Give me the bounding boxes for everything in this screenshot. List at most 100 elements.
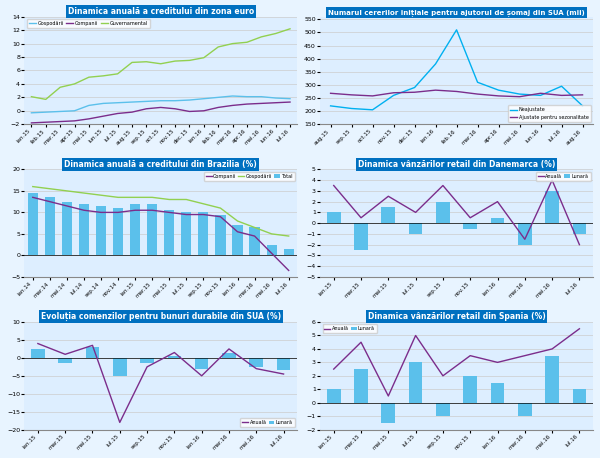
Gospodării xyxy=(100,101,107,106)
Anuală xyxy=(412,210,419,215)
Companii xyxy=(29,195,37,200)
Companii xyxy=(28,120,35,125)
Companii xyxy=(128,109,136,115)
Ajustate pentru sezonalitate xyxy=(348,92,355,98)
Companii xyxy=(285,267,292,273)
Bar xyxy=(463,376,477,403)
Gospodării xyxy=(149,195,156,200)
Legend: Anuală, Lunară: Anuală, Lunară xyxy=(323,324,377,333)
Companii xyxy=(143,106,150,112)
Gospodării xyxy=(244,94,251,99)
Gospodării xyxy=(97,192,104,198)
Gospodării xyxy=(128,99,136,105)
Companii xyxy=(63,203,70,209)
Line: Gospodării: Gospodării xyxy=(31,96,290,113)
Gospodării xyxy=(85,103,92,108)
Ajustate pentru sezonalitate xyxy=(453,89,460,94)
Bar xyxy=(86,347,100,358)
Companii xyxy=(71,118,78,124)
Anuală xyxy=(62,352,69,357)
Companii xyxy=(56,119,64,124)
Title: Dinamica anuală a creditului din Brazilia (%): Dinamica anuală a creditului din Brazili… xyxy=(64,159,257,169)
Title: Dinamica vânzărilor retail din Spania (%): Dinamica vânzărilor retail din Spania (%… xyxy=(368,312,545,321)
Neajustate xyxy=(327,103,334,109)
Ajustate pentru sezonalitate xyxy=(327,91,334,96)
Guvernamental xyxy=(200,55,208,60)
Bar xyxy=(62,202,72,256)
Legend: Neajustate, Ajustate pentru sezonalitate: Neajustate, Ajustate pentru sezonalitate xyxy=(508,105,590,122)
Bar xyxy=(572,389,586,403)
Gospodării xyxy=(200,201,207,207)
Bar xyxy=(284,249,294,256)
Anuală xyxy=(226,346,233,352)
Gospodării xyxy=(114,100,121,105)
Gospodării xyxy=(80,190,88,196)
Gospodării xyxy=(28,110,35,115)
Bar xyxy=(491,218,505,223)
Neajustate xyxy=(516,91,523,97)
Companii xyxy=(257,101,265,106)
Bar xyxy=(113,208,123,256)
Ajustate pentru sezonalitate xyxy=(495,93,502,98)
Legend: Gospodării, Companii, Guvernamental: Gospodării, Companii, Guvernamental xyxy=(26,19,149,28)
Anuală xyxy=(494,199,501,204)
Legend: Anuală, Lunară: Anuală, Lunară xyxy=(241,418,295,427)
Bar xyxy=(436,403,450,416)
Companii xyxy=(200,212,207,217)
Anuală xyxy=(89,343,96,348)
Gospodării xyxy=(257,94,265,99)
Neajustate xyxy=(537,93,544,98)
Gospodării xyxy=(71,108,78,114)
Gospodării xyxy=(183,197,190,202)
Anuală xyxy=(521,353,529,359)
Ajustate pentru sezonalitate xyxy=(537,91,544,96)
Companii xyxy=(244,101,251,107)
Guvernamental xyxy=(286,26,293,32)
Bar xyxy=(572,223,586,234)
Neajustate xyxy=(579,103,586,109)
Bar xyxy=(409,223,422,234)
Anuală xyxy=(576,242,583,247)
Companii xyxy=(157,105,164,110)
Anuală xyxy=(385,393,392,399)
Bar xyxy=(79,204,89,256)
Companii xyxy=(172,106,179,112)
Bar xyxy=(181,213,191,256)
Guvernamental xyxy=(215,44,222,50)
Anuală xyxy=(521,236,529,242)
Anuală xyxy=(412,333,419,338)
Guvernamental xyxy=(143,59,150,65)
Gospodării xyxy=(285,233,292,239)
Anuală xyxy=(171,350,178,355)
Anuală xyxy=(330,366,337,372)
Gospodării xyxy=(46,186,53,191)
Gospodării xyxy=(251,225,258,230)
Gospodării xyxy=(131,195,139,200)
Line: Ajustate pentru sezonalitate: Ajustate pentru sezonalitate xyxy=(331,90,583,97)
Companii xyxy=(46,199,53,204)
Bar xyxy=(45,197,55,256)
Companii xyxy=(115,210,122,215)
Ajustate pentru sezonalitate xyxy=(558,93,565,98)
Gospodării xyxy=(56,109,64,114)
Bar xyxy=(147,204,157,256)
Bar xyxy=(232,225,242,256)
Anuală xyxy=(143,364,151,370)
Companii xyxy=(251,233,258,239)
Guvernamental xyxy=(28,94,35,99)
Companii xyxy=(229,103,236,108)
Anuală xyxy=(439,183,446,188)
Guvernamental xyxy=(229,41,236,46)
Anuală xyxy=(330,183,337,188)
Bar xyxy=(545,356,559,403)
Anuală xyxy=(280,371,287,377)
Bar xyxy=(463,223,477,229)
Companii xyxy=(200,108,208,114)
Guvernamental xyxy=(100,73,107,79)
Neajustate xyxy=(348,106,355,111)
Gospodării xyxy=(186,97,193,103)
Bar xyxy=(250,358,263,367)
Neajustate xyxy=(411,85,418,90)
Gospodării xyxy=(200,96,208,101)
Guvernamental xyxy=(114,71,121,76)
